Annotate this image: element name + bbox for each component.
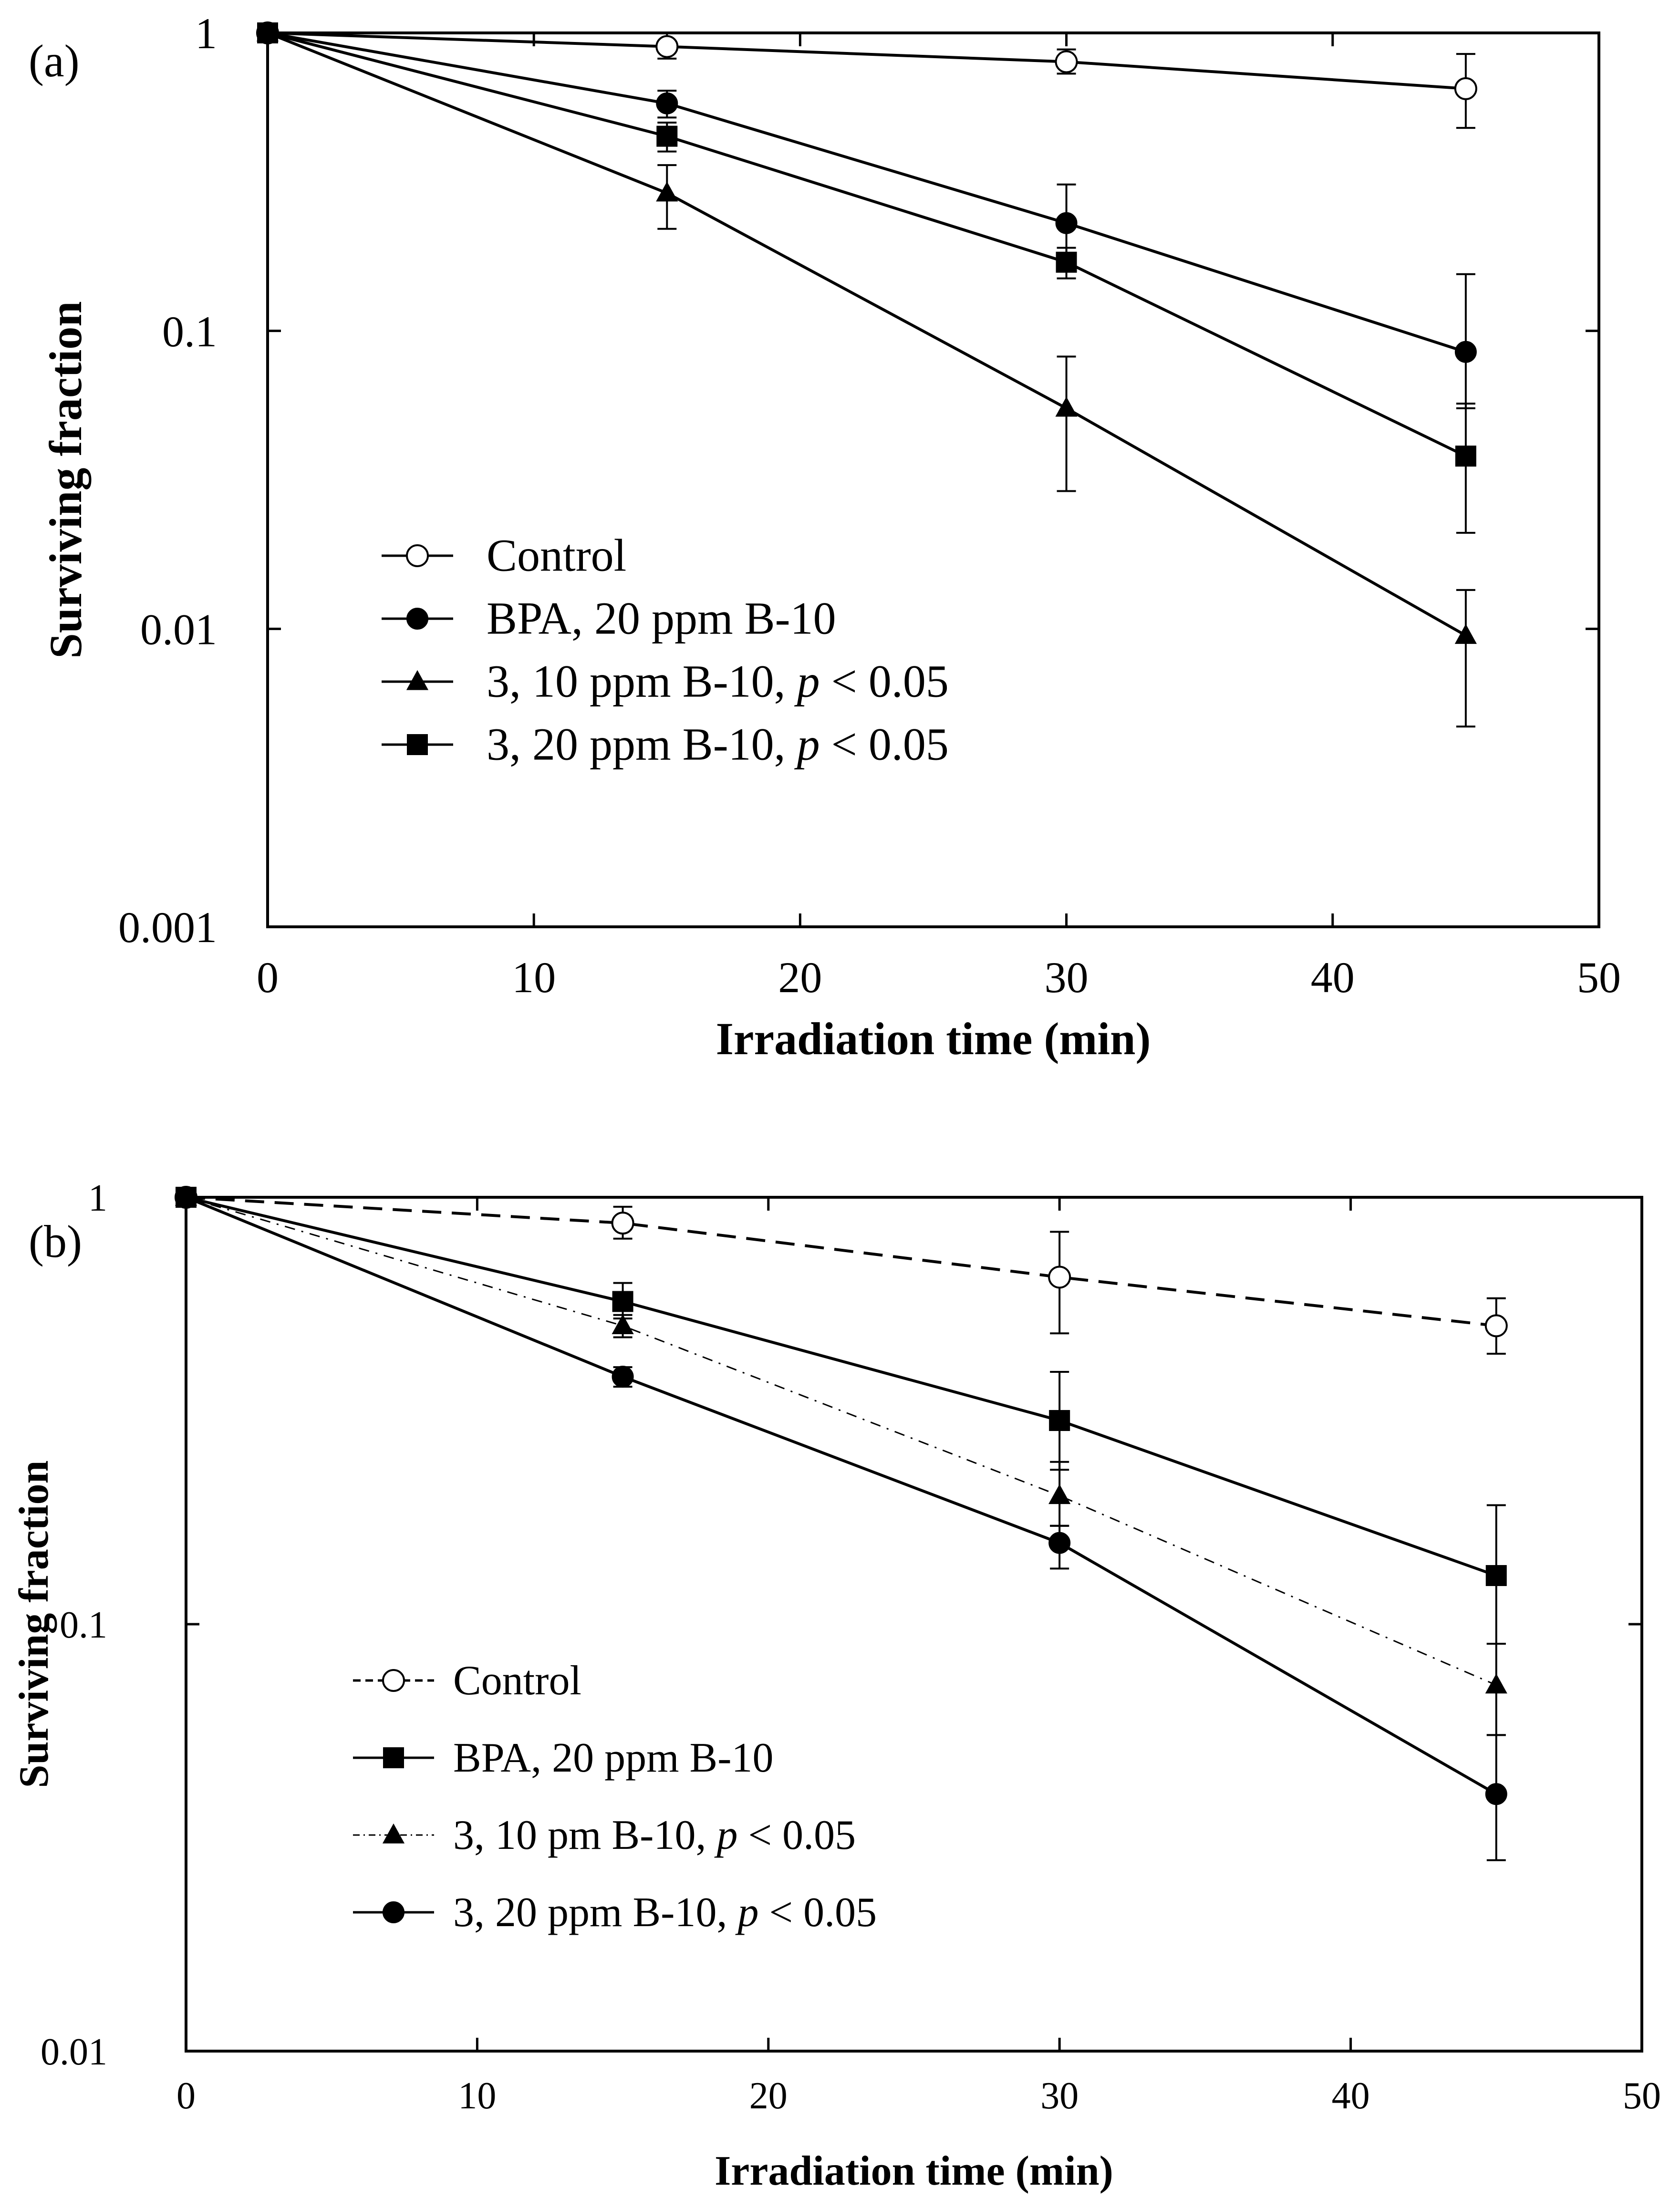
series-line	[185, 1196, 1497, 1795]
series-line	[267, 31, 1466, 90]
series-2	[257, 22, 1477, 409]
legend-label: Control	[487, 530, 626, 581]
legend-label: BPA, 20 ppm B-10	[487, 593, 836, 644]
data-point	[1485, 1673, 1507, 1694]
data-point	[1485, 1783, 1507, 1805]
x-tick-label: 20	[778, 953, 822, 1002]
x-tick-label: 0	[176, 2075, 196, 2117]
y-tick-label: 0.01	[41, 2031, 107, 2073]
x-tick-label: 30	[1045, 953, 1089, 1002]
x-tick-label: 10	[512, 953, 556, 1002]
x-tick-label: 40	[1332, 2075, 1370, 2117]
x-tick-label: 10	[458, 2075, 496, 2117]
data-point	[1048, 1265, 1071, 1289]
legend-marker	[383, 1901, 404, 1923]
plot-frame	[266, 31, 1600, 928]
data-point	[655, 35, 679, 58]
legend-marker	[407, 734, 428, 755]
legend-marker	[406, 608, 428, 630]
series-line	[186, 1196, 1497, 1577]
data-point	[1048, 1484, 1071, 1504]
panel-label: (a)	[29, 35, 80, 86]
series-4	[175, 1186, 1507, 1861]
y-tick-label: 0.001	[118, 903, 217, 952]
data-point	[1455, 446, 1476, 467]
legend-marker	[406, 670, 429, 690]
y-tick-label: 0.1	[162, 307, 217, 356]
y-tick-label: 1	[88, 1177, 107, 1219]
data-point	[1049, 1410, 1070, 1431]
y-tick-label: 1	[195, 9, 217, 58]
legend-label: 3, 20 ppm B-10, p < 0.05	[487, 719, 949, 770]
x-tick-label: 20	[749, 2075, 788, 2117]
data-point	[656, 92, 678, 114]
legend-marker	[383, 1747, 404, 1768]
series-line	[267, 31, 1466, 353]
series-2	[176, 1187, 1507, 1645]
y-tick-label: 0.1	[60, 1604, 107, 1646]
x-tick-label: 30	[1040, 2075, 1079, 2117]
x-tick-label: 0	[257, 953, 279, 1002]
x-tick-label: 50	[1623, 2075, 1661, 2117]
panel-b-chart: (b) 0 10 20 30 40 50 1 0.1 0.01 Irradiation time (…	[11, 1177, 1661, 2194]
legend-label: BPA, 20 ppm B-10	[453, 1735, 774, 1781]
series-line	[186, 1196, 1497, 1327]
data-point	[175, 1186, 197, 1208]
data-point	[1048, 1532, 1071, 1554]
data-point	[1485, 1565, 1507, 1587]
data-point	[612, 1291, 633, 1312]
series-4	[257, 22, 1476, 534]
y-tick-label: 0.01	[140, 605, 217, 654]
series-1	[175, 1186, 1508, 1355]
y-axis-title: Surviving fraction	[11, 1461, 57, 1788]
data-point	[611, 1212, 634, 1235]
legend-marker	[382, 1823, 405, 1844]
legend-marker	[406, 544, 429, 567]
series-1	[256, 21, 1477, 129]
plot-frame	[185, 1196, 1643, 2053]
y-axis-title: Surviving fraction	[40, 301, 91, 658]
series-line	[186, 1196, 1497, 1686]
series-line	[267, 31, 1467, 637]
data-point	[656, 125, 678, 147]
x-axis-title: Irradiation time (min)	[716, 1013, 1151, 1064]
series-3	[256, 21, 1477, 728]
data-point	[1484, 1314, 1508, 1338]
data-point	[1055, 212, 1078, 234]
legend-label: Control	[453, 1658, 581, 1704]
data-point	[612, 1314, 634, 1335]
x-tick-label: 40	[1311, 953, 1355, 1002]
data-point	[1454, 77, 1477, 100]
data-point	[1454, 624, 1477, 644]
x-tick-label: 50	[1577, 953, 1621, 1002]
data-point	[1454, 341, 1477, 363]
data-point	[656, 181, 678, 202]
legend-label: 3, 10 ppm B-10, p < 0.05	[487, 656, 949, 707]
data-point	[1055, 50, 1078, 73]
legend-marker	[382, 1669, 405, 1692]
data-point	[1055, 396, 1078, 417]
x-axis-title: Irradiation time (min)	[715, 2148, 1113, 2194]
panel-label: (b)	[29, 1216, 82, 1267]
legend-label: 3, 20 ppm B-10, p < 0.05	[453, 1889, 877, 1936]
series-line	[267, 31, 1467, 457]
data-point	[612, 1366, 634, 1388]
data-point	[1056, 251, 1077, 273]
data-point	[257, 22, 278, 43]
legend-label: 3, 10 pm B-10, p < 0.05	[453, 1812, 856, 1858]
panel-a-chart: (a) 0 10 20 30 40 50 1 0.1 0.01 0.001 Irradiation t…	[29, 9, 1621, 1064]
